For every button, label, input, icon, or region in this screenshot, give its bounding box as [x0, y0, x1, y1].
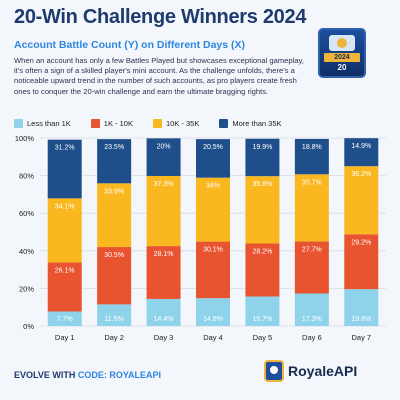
data-label: 14.4% [154, 316, 174, 323]
y-tick-label: 40% [19, 247, 34, 256]
legend-label: 1K - 10K [103, 118, 133, 128]
y-tick-label: 80% [19, 172, 34, 181]
legend-swatch [219, 118, 229, 128]
chart-subtitle: Account Battle Count (Y) on Different Da… [14, 39, 246, 51]
bar-segment [294, 174, 329, 242]
data-label: 27.7% [302, 246, 322, 253]
bar-segment [146, 246, 181, 299]
bar-segment [245, 138, 280, 177]
bar-segment [47, 311, 82, 326]
y-tick-label: 100% [15, 134, 35, 143]
data-label: 34% [206, 183, 220, 190]
bar-segment [245, 176, 280, 244]
bar-segment [97, 247, 132, 305]
legend-label: More than 35K [232, 118, 282, 128]
x-tick-label: Day 4 [203, 333, 223, 342]
bar-segment [97, 139, 132, 184]
data-label: 28.2% [252, 248, 272, 255]
bar-segment [47, 139, 82, 199]
badge-year: 2024 [324, 53, 360, 62]
x-tick-label: Day 1 [55, 333, 75, 342]
bar-segment [344, 234, 379, 290]
bar-segment [47, 262, 82, 312]
data-label: 18.8% [302, 144, 322, 151]
badge-number: 20 [337, 63, 347, 72]
bar-segment [294, 138, 329, 175]
royaleapi-logo-icon [264, 360, 284, 382]
legend-item: 10K - 35K [152, 118, 200, 128]
bar-segment [294, 241, 329, 294]
challenge-badge: 2024 20 [318, 28, 366, 78]
bar-segment [196, 298, 230, 326]
x-tick-label: Day 3 [154, 333, 174, 342]
bar-segment [146, 175, 181, 247]
legend-label: 10K - 35K [165, 118, 200, 128]
y-tick-label: 60% [19, 209, 34, 218]
y-tick-label: 20% [19, 284, 34, 293]
legend-item: Less than 1K [14, 118, 71, 128]
bar-segment [97, 304, 132, 326]
legend-item: More than 35K [219, 118, 282, 128]
data-label: 30.1% [203, 247, 223, 254]
bar-segment [245, 243, 280, 297]
bar-segment [146, 298, 181, 326]
data-label: 29.2% [351, 239, 371, 246]
legend-label: Less than 1K [27, 118, 71, 128]
bar-segment [97, 183, 132, 248]
data-label: 33.9% [104, 188, 124, 195]
data-label: 36.2% [351, 171, 371, 178]
x-tick-label: Day 2 [104, 333, 124, 342]
footer-prefix: EVOLVE WITH [14, 370, 78, 380]
legend-item: 1K - 10K [90, 118, 133, 128]
y-tick-label: 0% [23, 322, 34, 331]
bar-segment [146, 138, 181, 176]
data-label: 35.7% [302, 179, 322, 186]
data-label: 30.5% [104, 252, 124, 259]
crown-icon [329, 35, 355, 51]
bar-segment [294, 293, 329, 326]
data-label: 20.5% [203, 144, 223, 151]
bar-segment [344, 289, 379, 326]
x-tick-label: Day 5 [253, 333, 273, 342]
data-label: 31.2% [55, 145, 75, 152]
data-label: 14.8% [203, 316, 223, 323]
data-label: 15.7% [252, 316, 272, 323]
legend-swatch [14, 118, 23, 128]
data-label: 20% [157, 143, 171, 150]
bar-segment [47, 198, 82, 263]
data-label: 7.7% [57, 316, 73, 323]
data-label: 23.5% [104, 144, 124, 151]
legend-swatch [152, 118, 162, 128]
legend-swatch [90, 118, 100, 128]
data-label: 26.1% [55, 267, 75, 274]
data-label: 11.5% [104, 316, 123, 323]
footer-code: CODE: ROYALEAPI [77, 370, 162, 380]
chart-title: 20-Win Challenge Winners 2024 [14, 6, 307, 28]
bar-segment [245, 296, 280, 326]
data-label: 35.8% [252, 181, 272, 188]
chart-description: When an account has only a few Battles P… [14, 56, 304, 96]
bar-segment [344, 138, 379, 167]
data-label: 28.1% [154, 251, 174, 258]
brand-logo: RoyaleAPI [264, 358, 357, 384]
x-tick-label: Day 7 [351, 333, 371, 342]
data-label: 37.3% [154, 181, 174, 188]
bar-segment [344, 166, 379, 235]
data-label: 34.1% [55, 203, 75, 210]
brand-name: RoyaleAPI [288, 363, 358, 379]
data-label: 19.6% [351, 316, 371, 323]
chart-legend: Less than 1K 1K - 10K 10K - 35K More than 3… [14, 116, 386, 130]
footer-text: EVOLVE WITH CODE: ROYALEAPI [14, 370, 161, 380]
bar-segment [196, 139, 230, 178]
x-tick-label: Day 6 [302, 333, 322, 342]
data-label: 14.9% [351, 143, 371, 150]
data-label: 17.3% [302, 316, 322, 323]
bar-segment [196, 241, 230, 299]
stacked-bar-chart: 0% 20% 40% 60% 80% 100% 7.7% 26.1% 34.1% 31.2% Day… [15, 134, 386, 342]
bar-segment [196, 177, 230, 242]
data-label: 19.9% [252, 144, 272, 151]
